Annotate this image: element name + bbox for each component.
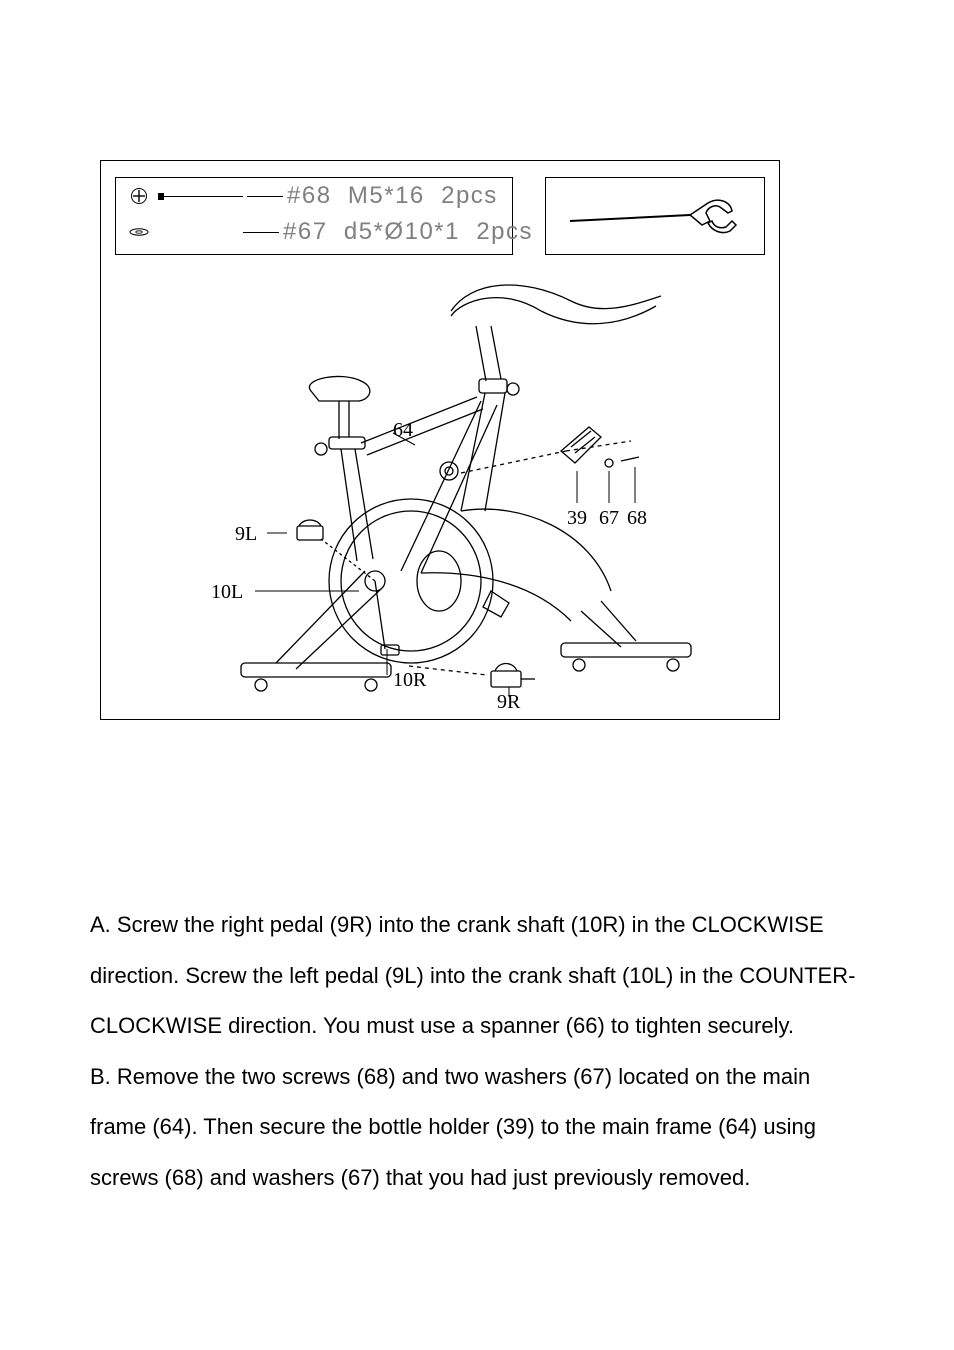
callout-67: 67 xyxy=(599,507,619,530)
callout-64: 64 xyxy=(393,419,413,442)
callout-10R: 10R xyxy=(393,669,426,692)
callout-68: 68 xyxy=(627,507,647,530)
phillips-head-icon xyxy=(124,187,154,205)
callout-9R: 9R xyxy=(497,691,520,714)
callout-10L: 10L xyxy=(211,581,243,604)
hw-spec: M5*16 xyxy=(348,182,425,209)
exercise-bike-illustration: 64 9L 10L 10R 9R 39 67 68 xyxy=(161,271,721,701)
hardware-text: #67 d5*Ø10*1 2pcs xyxy=(283,218,533,246)
hw-ref: #67 xyxy=(283,218,328,245)
spanner-icon xyxy=(560,191,750,241)
callout-9L: 9L xyxy=(235,523,257,546)
instruction-step-b: B. Remove the two screws (68) and two wa… xyxy=(90,1052,864,1204)
leader-line xyxy=(247,196,283,197)
hw-qty: 2pcs xyxy=(476,218,533,245)
hardware-text: #68 M5*16 2pcs xyxy=(287,182,498,210)
assembly-diagram-frame: #68 M5*16 2pcs #67 d5*Ø10*1 2pcs xyxy=(100,160,780,720)
hardware-row-screw: #68 M5*16 2pcs xyxy=(124,184,498,208)
hw-spec: d5*Ø10*1 xyxy=(344,218,460,245)
callout-39: 39 xyxy=(567,507,587,530)
hardware-row-washer: #67 d5*Ø10*1 2pcs xyxy=(124,220,533,244)
hardware-legend-box: #68 M5*16 2pcs #67 d5*Ø10*1 2pcs xyxy=(115,177,513,255)
tool-box xyxy=(545,177,765,255)
hw-ref: #68 xyxy=(287,182,332,209)
leader-line xyxy=(243,232,279,233)
hw-qty: 2pcs xyxy=(441,182,498,209)
instructions-block: A. Screw the right pedal (9R) into the c… xyxy=(80,900,874,1204)
washer-icon xyxy=(124,227,154,237)
screw-side-icon xyxy=(158,196,243,197)
instruction-step-a: A. Screw the right pedal (9R) into the c… xyxy=(90,900,864,1052)
